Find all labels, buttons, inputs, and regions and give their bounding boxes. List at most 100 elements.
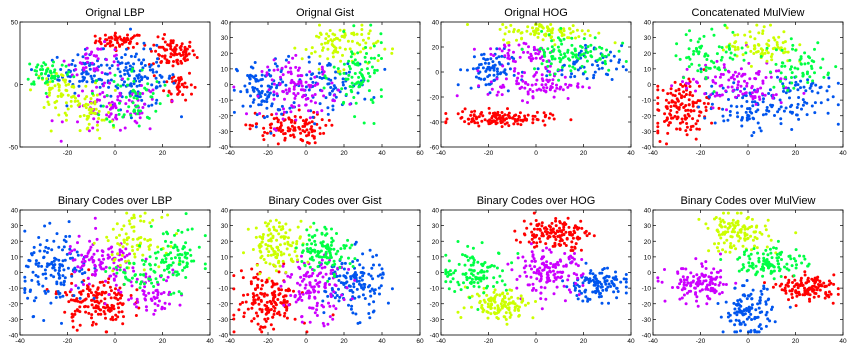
scatter-point [306, 141, 309, 144]
scatter-point [177, 290, 181, 294]
scatter-point [720, 93, 724, 97]
scatter-point [178, 52, 181, 56]
scatter-point [84, 70, 88, 74]
scatter-point [57, 276, 61, 280]
scatter-point [271, 247, 275, 251]
scatter-point [53, 256, 57, 260]
scatter-point [162, 268, 166, 272]
scatter-point [187, 44, 191, 48]
scatter-point [539, 88, 543, 92]
scatter-point [759, 52, 763, 56]
scatter-point [696, 99, 700, 103]
scatter-point [100, 290, 104, 294]
scatter-point [162, 291, 166, 294]
scatter-point [94, 107, 98, 111]
x-tick-label: 20 [159, 150, 167, 157]
scatter-point [704, 69, 708, 72]
scatter-point [164, 239, 167, 243]
scatter-point [337, 287, 340, 291]
scatter-point [95, 300, 99, 304]
scatter-point [794, 304, 798, 308]
scatter-point [339, 255, 343, 259]
scatter-point [356, 51, 360, 55]
scatter-point [66, 107, 70, 111]
scatter-point [266, 65, 270, 69]
scatter-point [624, 285, 628, 289]
scatter-point [765, 108, 769, 112]
scatter-point [57, 113, 61, 117]
scatter-point [31, 315, 35, 319]
scatter-point [239, 90, 243, 94]
scatter-point [70, 312, 74, 316]
scatter-point [98, 136, 102, 140]
x-tick-label: 0 [304, 150, 308, 157]
scatter-point [135, 42, 139, 46]
scatter-point [180, 230, 184, 234]
scatter-point [274, 218, 278, 222]
scatter-point [340, 262, 344, 266]
scatter-point [612, 54, 616, 58]
scatter-point [801, 103, 805, 107]
scatter-point [498, 114, 502, 117]
scatter-point [816, 41, 820, 45]
scatter-point [358, 85, 362, 88]
scatter-point [566, 50, 570, 54]
scatter-points [232, 23, 394, 146]
scatter-point [664, 98, 668, 102]
scatter-point [113, 104, 117, 108]
scatter-point [359, 81, 363, 85]
scatter-point [519, 118, 523, 122]
scatter-point [85, 95, 89, 99]
scatter-point [532, 227, 536, 231]
scatter-point [116, 252, 120, 256]
scatter-point [267, 84, 271, 88]
scatter-point [95, 249, 99, 253]
scatter-point [67, 300, 71, 304]
scatter-point [545, 260, 549, 264]
scatter-point [304, 274, 308, 278]
scatter-point [179, 292, 183, 296]
scatter-point [304, 80, 308, 84]
scatter-point [253, 301, 257, 305]
scatter-point [318, 132, 322, 136]
scatter-point [810, 287, 814, 291]
scatter-point [139, 219, 143, 223]
y-tick-label: -20 [9, 301, 19, 308]
scatter-point [141, 253, 145, 257]
scatter-point [73, 64, 77, 68]
scatter-point [596, 64, 600, 67]
scatter-point [545, 86, 549, 90]
scatter-point [289, 66, 293, 70]
scatter-point [316, 82, 320, 86]
scatter-point [89, 97, 93, 101]
scatter-point [86, 285, 90, 289]
scatter-point [600, 53, 604, 57]
scatter-point [371, 277, 375, 281]
scatter-point [95, 93, 99, 97]
scatter-point [663, 120, 666, 123]
scatter-point [159, 60, 163, 64]
scatter-point [292, 92, 296, 95]
scatter-point [72, 294, 76, 298]
scatter-point [615, 296, 619, 300]
scatter-point [282, 298, 286, 302]
scatter-point [475, 292, 479, 296]
scatter-point [547, 116, 551, 120]
scatter-point [265, 293, 269, 297]
scatter-point [527, 240, 531, 244]
scatter-point [308, 85, 312, 89]
scatter-point [538, 266, 542, 270]
scatter-point [704, 105, 708, 109]
scatter-point [753, 100, 757, 104]
scatter-point [564, 230, 568, 234]
scatter-point [656, 121, 660, 125]
scatter-point [356, 61, 360, 65]
scatter-point [503, 71, 507, 75]
scatter-point [115, 271, 119, 275]
scatter-point [494, 122, 498, 126]
scatter-point [492, 285, 495, 288]
scatter-point [583, 32, 587, 36]
scatter-point [96, 312, 100, 316]
scatter-point [267, 88, 271, 92]
y-tick-label: -10 [219, 98, 229, 105]
